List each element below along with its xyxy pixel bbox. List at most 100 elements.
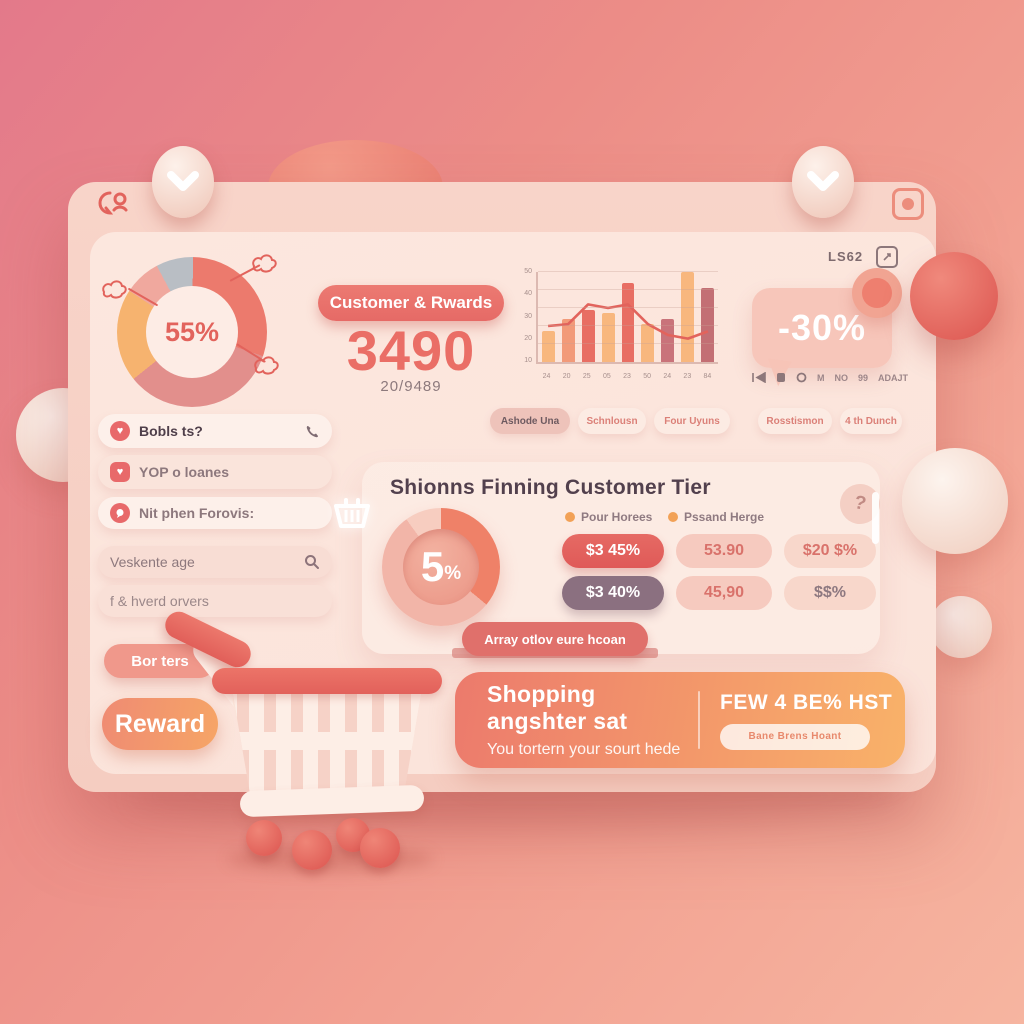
legend-pour-horees: Pour Horees: [565, 510, 652, 524]
filter-chip-four-uyuns[interactable]: Four Uyuns: [654, 408, 730, 434]
legend-dot-icon: [565, 512, 575, 522]
doodle-top-right: [252, 254, 277, 273]
chevron-down-button-right[interactable]: [792, 146, 854, 218]
cart-wheel-4: [360, 828, 400, 868]
tier-cell-r1c2[interactable]: 53.90: [676, 534, 772, 568]
y-tick: 20: [524, 334, 532, 342]
bar-chart-trend-line: [538, 272, 718, 362]
search-placeholder: Veskente age: [110, 554, 195, 570]
bar-chart-y-ticks: 50 40 30 20 10: [512, 268, 535, 364]
tier-cell-r2c2[interactable]: 45,90: [676, 576, 772, 610]
panel-scrollbar[interactable]: [872, 492, 879, 544]
filter-chip-rosstismon[interactable]: Rosstismon: [758, 408, 832, 434]
chevron-down-button-left[interactable]: [152, 146, 214, 218]
sidebar-item-nit-phen[interactable]: Nit phen Forovis:: [98, 497, 332, 529]
x-tick: 25: [582, 373, 591, 380]
shionns-donut-value: 5: [420, 543, 445, 590]
gridline: [538, 307, 718, 308]
token-3: 99: [858, 372, 869, 383]
bar: [661, 318, 675, 362]
sales-bar-chart: 50 40 30 20 10 24 20 25 05 23 50 24 23 84: [512, 268, 720, 386]
gridline: [538, 325, 718, 326]
gridline: [538, 271, 718, 272]
sidebar-item-hverd[interactable]: f & hverd orvers: [98, 585, 332, 617]
loyalty-donut-chart: 55%: [117, 257, 267, 407]
panel-left-title: Shionns Finning: [390, 476, 559, 499]
panel-cta-button[interactable]: Array otlov eure hcoan: [462, 622, 648, 656]
doodle-left: [102, 280, 127, 299]
kpi-value: 3490: [346, 319, 476, 382]
search-icon[interactable]: [304, 554, 320, 570]
shionns-donut-unit: %: [444, 563, 462, 584]
header-badge-label: LS62: [828, 249, 864, 264]
filter-chip-4th-dunch[interactable]: 4 th Dunch: [840, 408, 902, 434]
tier-cell-r2c1[interactable]: $3 40%: [562, 576, 664, 610]
tier-cell-r2c3[interactable]: $$%: [784, 576, 876, 610]
sidebar-item-label: Nit phen Forovis:: [139, 505, 255, 521]
cart-glow-icon: [334, 498, 370, 528]
x-tick: 05: [602, 373, 611, 380]
banner-title: Shopping angshter sat: [487, 681, 628, 734]
legend-label: Pour Horees: [581, 510, 653, 524]
legend-dot-icon: [668, 512, 678, 522]
y-tick: 40: [524, 290, 532, 298]
tier-cell-r1c1[interactable]: $3 45%: [562, 534, 664, 568]
stop-icon[interactable]: [776, 372, 786, 383]
y-tick: 50: [524, 268, 532, 275]
help-glyph: ?: [852, 492, 868, 515]
banner-divider: [698, 691, 700, 749]
x-tick: 24: [542, 373, 551, 380]
token-4: ADAJT: [878, 372, 909, 383]
x-tick: 50: [643, 373, 651, 380]
banner-left: Shopping angshter sat You tortern your s…: [455, 681, 698, 759]
bar: [701, 288, 715, 362]
gridline: [538, 343, 718, 344]
bar: [581, 309, 595, 362]
chat-icon: [110, 503, 130, 523]
rewind-icon[interactable]: [752, 372, 766, 383]
x-tick: 24: [663, 373, 672, 380]
x-tick: 20: [562, 373, 571, 380]
token-1: M: [817, 372, 825, 383]
circle-icon[interactable]: [796, 372, 807, 383]
sidebar-item-bobls[interactable]: ♥ Bobls ts?: [98, 414, 332, 448]
legend-label: Pssand Herge: [684, 510, 765, 524]
sidebar-item-yop[interactable]: ♥ YOP o loanes: [98, 455, 332, 489]
sidebar-search-field[interactable]: Veskente age: [98, 546, 332, 578]
reward-button[interactable]: Reward: [102, 698, 218, 750]
bar: [681, 272, 695, 362]
decor-sphere-coral: [910, 252, 998, 340]
sidebar-item-label: f & hverd orvers: [110, 593, 209, 609]
camera-dot: [902, 198, 914, 210]
shionns-donut-chart: 5 %: [382, 508, 500, 626]
discount-value: -30%: [777, 307, 867, 348]
bar-chart-x-labels: 24 20 25 05 23 50 24 23 84: [536, 373, 718, 380]
tier-cell-r1c3[interactable]: $20 $%: [784, 534, 876, 568]
filter-chip-schnlousn[interactable]: Schnlousn: [578, 408, 646, 434]
expand-icon[interactable]: [876, 246, 898, 268]
promo-banner: Shopping angshter sat You tortern your s…: [455, 672, 905, 768]
heart-square-icon: ♥: [110, 462, 130, 482]
y-tick: 30: [524, 312, 532, 320]
media-token-row: M NO 99 ADAJT: [752, 372, 912, 383]
filter-chip-ashode-una[interactable]: Ashode Una: [490, 408, 570, 434]
heart-icon: ♥: [110, 421, 130, 441]
y-tick: 10: [524, 357, 532, 364]
x-tick: 23: [623, 373, 631, 380]
decor-sphere-cream-right: [902, 448, 1008, 554]
panel-right-title: Customer Tier: [565, 476, 711, 499]
banner-right: FEW 4 BE% HST Bane Brens Hoant: [700, 691, 905, 750]
decor-sphere-small-right: [930, 596, 992, 658]
kpi-title-badge: Customer & Rwards: [318, 285, 504, 321]
banner-button[interactable]: Bane Brens Hoant: [720, 723, 870, 750]
phone-icon[interactable]: [305, 424, 320, 439]
cart-wheel-2: [292, 830, 332, 870]
sidebar-item-label: Bobls ts?: [139, 423, 203, 439]
sidebar-item-label: YOP o loanes: [139, 464, 229, 480]
x-tick: 23: [683, 373, 692, 380]
camera-icon[interactable]: [892, 188, 924, 220]
notification-badge-dot: [862, 278, 892, 308]
borters-button[interactable]: Bor ters: [104, 644, 216, 678]
bar: [561, 318, 575, 362]
